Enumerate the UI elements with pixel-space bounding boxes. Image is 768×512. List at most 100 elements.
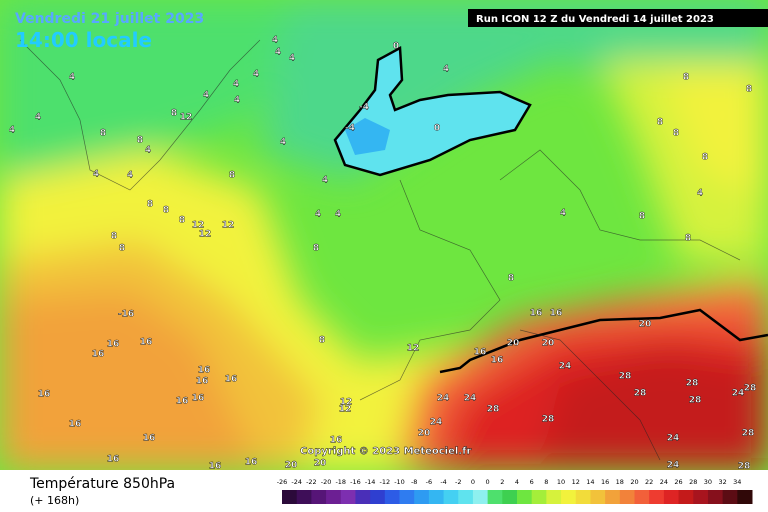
colorbar-swatch xyxy=(693,490,709,504)
contour-label: -16 xyxy=(118,310,134,320)
colorbar-label: -18 xyxy=(335,478,346,486)
contour-label: 8 xyxy=(319,336,325,346)
contour-label: 16 xyxy=(196,377,209,387)
contour-label: 20 xyxy=(507,339,520,349)
colorbar-label: 18 xyxy=(616,478,624,486)
contour-label: 4 xyxy=(315,210,321,220)
colorbar-swatch xyxy=(737,490,753,504)
colorbar-swatch xyxy=(722,490,738,504)
colorbar-label: -24 xyxy=(291,478,302,486)
contour-label: 16 xyxy=(550,309,563,319)
colorbar-label: -20 xyxy=(321,478,332,486)
contour-label: 4 xyxy=(253,70,259,80)
contour-label: 8 xyxy=(171,109,177,119)
contour-label: 4 xyxy=(234,96,240,106)
colorbar-swatch xyxy=(502,490,518,504)
contour-label: 4 xyxy=(443,65,449,75)
colorbar-label: 0 xyxy=(486,478,490,486)
contour-label: 12 xyxy=(199,230,212,240)
colorbar-swatch xyxy=(561,490,577,504)
colorbar-label: -2 xyxy=(455,478,461,486)
contour-label: 28 xyxy=(619,372,632,382)
colorbar-swatch xyxy=(546,490,562,504)
colorbar-label: 6 xyxy=(530,478,534,486)
local-time: 14:00 locale xyxy=(15,28,152,52)
contour-label: 8 xyxy=(119,244,125,254)
contour-label: 20 xyxy=(639,320,652,330)
contour-label: 4 xyxy=(127,171,133,181)
contour-label: 28 xyxy=(744,384,757,394)
colorbar-label: -22 xyxy=(306,478,317,486)
colorbar-swatch xyxy=(575,490,591,504)
contour-label: 16 xyxy=(92,350,105,360)
colorbar-label: 28 xyxy=(689,478,697,486)
colorbar-label: -16 xyxy=(350,478,361,486)
copyright: Copyright © 2023 Meteociel.fr xyxy=(300,446,471,457)
contour-label: 4 xyxy=(145,146,151,156)
colorbar-swatch xyxy=(487,490,503,504)
contour-label: 8 xyxy=(111,232,117,242)
contour-label: 28 xyxy=(634,389,647,399)
colorbar-swatch xyxy=(458,490,474,504)
contour-label: 12 xyxy=(339,405,352,415)
contour-label: 16 xyxy=(107,455,120,465)
contour-label: 8 xyxy=(229,171,235,181)
contour-label: 28 xyxy=(487,405,500,415)
contour-label: 8 xyxy=(673,129,679,139)
contour-label: 4 xyxy=(272,36,278,46)
contour-label: 4 xyxy=(697,189,703,199)
colorbar-label: 32 xyxy=(718,478,726,486)
colorbar-swatch xyxy=(414,490,430,504)
contour-label: 8 xyxy=(683,73,689,83)
contour-label: 8 xyxy=(657,118,663,128)
colorbar-label: 22 xyxy=(645,478,653,486)
contour-label: 20 xyxy=(542,339,555,349)
contour-label: 20 xyxy=(418,429,431,439)
colorbar-label: 20 xyxy=(630,478,638,486)
contour-label: 8 xyxy=(639,212,645,222)
contour-label: 8 xyxy=(147,200,153,210)
colorbar-swatch xyxy=(282,490,298,504)
contour-label: 16 xyxy=(143,434,156,444)
contour-label: 4 xyxy=(280,138,286,148)
colorbar-label: -8 xyxy=(411,478,417,486)
coastlines xyxy=(19,39,741,461)
contour-label: 28 xyxy=(686,379,699,389)
contour-label: 20 xyxy=(314,459,327,469)
colorbar-swatch xyxy=(605,490,621,504)
contour-label: 12 xyxy=(222,221,235,231)
contour-label: 8 xyxy=(100,129,106,139)
contour-label: 24 xyxy=(464,394,477,404)
contour-label: 4 xyxy=(35,113,41,123)
colorbar-label: -12 xyxy=(380,478,391,486)
contour-label: 16 xyxy=(225,375,238,385)
contour-label: 16 xyxy=(530,309,543,319)
contour-label: 4 xyxy=(9,126,15,136)
contour-label: 4 xyxy=(335,210,341,220)
contour-label: 16 xyxy=(38,390,51,400)
colorbar-swatch xyxy=(663,490,680,504)
contour-label: 28 xyxy=(742,429,755,439)
colorbar-label: 12 xyxy=(572,478,580,486)
colorbar-swatch xyxy=(517,490,533,504)
contour-label: 4 xyxy=(203,91,209,101)
colorbar-label: -10 xyxy=(394,478,405,486)
contour-label: 24 xyxy=(667,461,680,471)
colorbar-swatch xyxy=(296,490,312,504)
contour-label: 24 xyxy=(667,434,680,444)
contour-label: 28 xyxy=(738,462,751,472)
colorbar-swatch xyxy=(472,490,489,504)
colorbar-label: 26 xyxy=(674,478,682,486)
contour-label: 16 xyxy=(140,338,153,348)
contour-label: 8 xyxy=(137,136,143,146)
date: Vendredi 21 juillet 2023 xyxy=(15,11,204,27)
contour-label: 24 xyxy=(559,362,572,372)
contour-label: 28 xyxy=(542,415,555,425)
colorbar-swatch xyxy=(355,490,371,504)
colorbar-label: -6 xyxy=(426,478,432,486)
contour-label: 8 xyxy=(702,153,708,163)
colorbar-swatch xyxy=(590,490,606,504)
colorbar-label: -4 xyxy=(440,478,446,486)
colorbar-swatch xyxy=(443,490,459,504)
